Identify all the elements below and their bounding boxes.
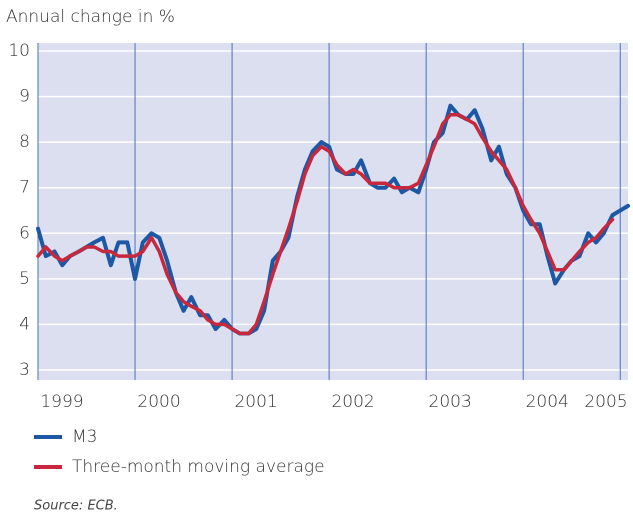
y-tick-label: 5: [19, 269, 30, 289]
y-tick-label: 3: [19, 360, 30, 380]
x-tick-label: 2002: [331, 392, 374, 412]
source: Source: ECB.: [34, 499, 118, 514]
y-tick-label: 8: [19, 132, 30, 152]
legend-label: Three-month moving average: [72, 457, 325, 477]
x-tick-label: 2005: [584, 392, 627, 412]
legend-label: M3: [72, 427, 97, 447]
x-tick-label: 2004: [526, 392, 569, 412]
y-tick-label: 6: [19, 223, 30, 243]
y-tick-label: 4: [19, 314, 30, 334]
y-tick-label: 7: [19, 178, 30, 198]
plot-background: [38, 43, 628, 380]
x-tick-label: 2003: [429, 392, 472, 412]
series-line: [36, 113, 615, 336]
y-axis-label: Annual change in %: [6, 7, 175, 27]
y-tick-label: 9: [19, 87, 30, 107]
x-tick-label: 2000: [137, 392, 180, 412]
y-tick-label: 10: [8, 41, 30, 61]
x-tick-label: 2001: [234, 392, 277, 412]
x-tick-label: 1999: [40, 392, 83, 412]
